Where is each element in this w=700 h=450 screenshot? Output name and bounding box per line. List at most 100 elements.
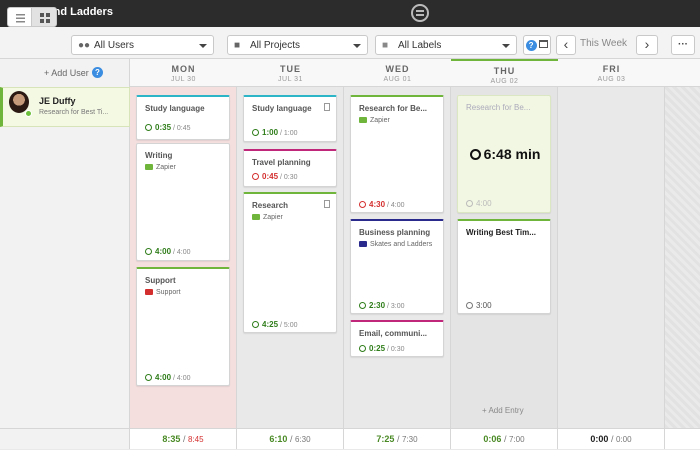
entry-card[interactable]: Email, communi... 0:25 / 0:30 — [350, 320, 444, 357]
users-filter-select[interactable]: ●● All Users — [71, 35, 214, 55]
entry-project: Zapier — [252, 214, 283, 221]
help-icon[interactable]: ? — [92, 67, 103, 78]
calendar-icon — [539, 40, 549, 48]
entry-time: 4:00 — [466, 199, 492, 208]
this-week-button[interactable]: This Week — [580, 38, 628, 49]
entry-card[interactable]: Research Zapier 4:25 / 5:00 — [243, 192, 337, 333]
more-button[interactable]: ··· — [671, 35, 695, 55]
entry-actual: 4:25 — [262, 320, 279, 329]
day-name: WED — [385, 64, 410, 74]
chevron-left-icon: ‹ — [563, 36, 569, 52]
project-name: Zapier — [370, 117, 390, 124]
clock-icon — [466, 302, 473, 309]
entry-planned: 3:00 — [476, 301, 492, 310]
entry-planned: 4:00 — [390, 202, 405, 209]
help-calendar-button[interactable]: ? — [523, 35, 551, 55]
online-status-icon — [25, 110, 32, 117]
clock-icon — [466, 200, 473, 207]
list-view-icon — [16, 14, 25, 23]
add-entry-button[interactable]: + Add Entry — [482, 406, 524, 415]
entry-project: Zapier — [145, 164, 176, 171]
footer-spacer — [0, 428, 130, 449]
day-header-fri: FRI AUG 03 — [558, 59, 665, 87]
clock-icon — [252, 129, 259, 136]
day-total: 8:35 — [162, 434, 181, 444]
entry-card[interactable]: Support Support 4:00 / 4:00 — [136, 267, 230, 386]
entry-card[interactable]: Research for Be... Zapier 4:30 / 4:00 — [350, 95, 444, 213]
entry-time: 2:30 / 3:00 — [359, 301, 404, 310]
day-total: 0:06 — [483, 434, 502, 444]
entry-actual: 2:30 — [369, 301, 386, 310]
next-week-button[interactable]: › — [636, 35, 658, 55]
entry-actual: 1:00 — [262, 128, 279, 137]
grid-view-button[interactable] — [31, 7, 57, 27]
entry-time: 4:00 / 4:00 — [145, 373, 190, 382]
entry-title: Study language — [252, 104, 312, 113]
folder-icon — [145, 289, 153, 295]
document-icon — [324, 200, 330, 208]
entry-project: Zapier — [359, 117, 390, 124]
entry-actual: 4:00 — [155, 247, 172, 256]
entry-planned: 4:00 — [476, 199, 492, 208]
day-planned: 7:00 — [508, 435, 525, 444]
clock-icon — [145, 124, 152, 131]
entry-card[interactable]: Business planning Skates and Ladders 2:3… — [350, 219, 444, 314]
user-name: JE Duffy — [39, 96, 76, 106]
day-total-mon: 8:35 / 8:45 — [130, 428, 237, 449]
clock-icon — [145, 374, 152, 381]
day-total-wed: 7:25 / 7:30 — [344, 428, 451, 449]
entry-actual: 4:00 — [155, 373, 172, 382]
day-planned: 8:45 — [187, 435, 204, 444]
entry-time: 0:25 / 0:30 — [359, 344, 404, 353]
day-date: AUG 02 — [490, 78, 519, 85]
day-planned: 0:00 — [615, 435, 632, 444]
project-name: Zapier — [156, 164, 176, 171]
label-icon: ■ — [382, 40, 389, 51]
chevron-down-icon — [199, 44, 207, 48]
entry-planned: 1:00 — [283, 130, 298, 137]
app-logo-icon — [411, 4, 429, 22]
entry-card[interactable]: Writing Zapier 4:00 / 4:00 — [136, 143, 230, 261]
entry-actual: 0:25 — [369, 344, 386, 353]
more-icon: ··· — [678, 39, 688, 50]
entry-actual: 0:45 — [262, 172, 279, 181]
grid-view-icon — [40, 13, 50, 23]
entry-time: 4:25 / 5:00 — [252, 320, 297, 329]
projects-filter-select[interactable]: ■ All Projects — [227, 35, 368, 55]
prev-week-button[interactable]: ‹ — [556, 35, 576, 55]
title-bar: Skates and Ladders — [0, 0, 700, 27]
entry-title: Travel planning — [252, 158, 311, 167]
entry-planned: 0:30 — [390, 346, 405, 353]
folder-icon — [359, 117, 367, 123]
list-view-button[interactable] — [7, 7, 32, 27]
day-total: 7:25 — [376, 434, 395, 444]
add-user-button[interactable]: + Add User — [44, 68, 89, 78]
entry-time: 0:45 / 0:30 — [252, 172, 297, 181]
entry-title: Study language — [145, 104, 205, 113]
project-name: Support — [156, 289, 181, 296]
entry-card[interactable]: Study language 1:00 / 1:00 — [243, 95, 337, 142]
running-entry-card[interactable]: Research for Be... 6:48 min 4:00 — [457, 95, 551, 213]
entry-card[interactable]: Writing Best Tim... 3:00 — [457, 219, 551, 314]
chevron-down-icon — [353, 44, 361, 48]
users-filter-value: All Users — [94, 40, 135, 51]
day-header-tue: TUE JUL 31 — [237, 59, 344, 87]
clock-icon — [252, 173, 259, 180]
clock-icon — [359, 345, 366, 352]
entry-time: 0:35 / 0:45 — [145, 123, 190, 132]
day-header-mon: MON JUL 30 — [130, 59, 237, 87]
day-name: THU — [493, 66, 516, 76]
day-total-weekend — [665, 428, 700, 449]
projects-filter-value: All Projects — [250, 40, 301, 51]
entry-card[interactable]: Travel planning 0:45 / 0:30 — [243, 149, 337, 187]
entry-planned: 3:00 — [390, 303, 405, 310]
entry-project: Support — [145, 289, 181, 296]
avatar — [9, 91, 29, 113]
entry-planned: 0:30 — [283, 174, 298, 181]
day-total-fri: 0:00 / 0:00 — [558, 428, 665, 449]
day-date: JUL 30 — [171, 76, 196, 83]
labels-filter-select[interactable]: ■ All Labels — [375, 35, 517, 55]
running-timer: 6:48 min — [458, 146, 552, 162]
timer-value: 6:48 min — [483, 146, 541, 162]
entry-card[interactable]: Study language 0:35 / 0:45 — [136, 95, 230, 140]
